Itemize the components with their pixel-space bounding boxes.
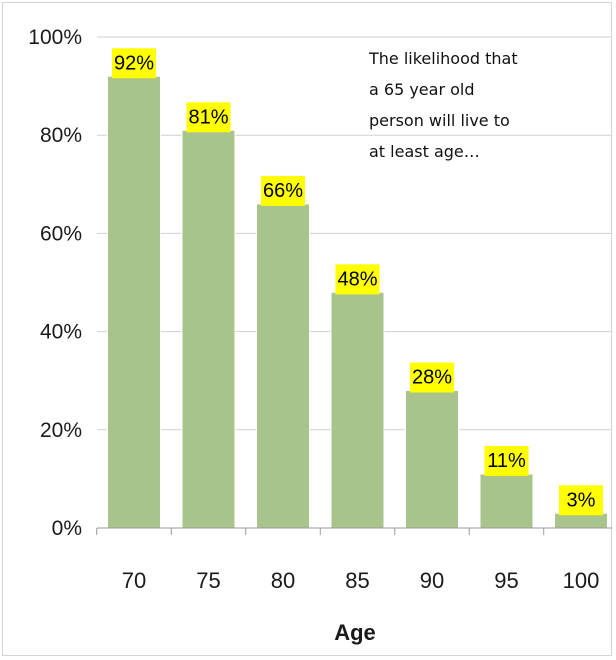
data-label: 92% [114, 52, 154, 74]
x-tick-label: 85 [345, 568, 369, 593]
y-tick-label: 20% [40, 419, 82, 442]
x-tick-label: 100 [563, 568, 600, 593]
bar [554, 512, 608, 529]
bar [479, 473, 534, 529]
data-label: 81% [188, 106, 228, 128]
data-label: 48% [337, 268, 377, 290]
data-label: 66% [263, 180, 303, 202]
annotation: The likelihood that a 65 year old person w… [368, 49, 518, 161]
x-tick-label: 75 [196, 568, 220, 593]
x-axis-label: Age [334, 620, 376, 645]
annotation-line: a 65 year old [369, 80, 475, 99]
x-tick-label: 70 [122, 568, 146, 593]
y-tick-label: 60% [40, 222, 82, 245]
data-label-background [112, 48, 156, 79]
y-tick-label: 80% [40, 124, 82, 147]
y-tick-label: 0% [52, 517, 82, 540]
x-tick-label: 90 [420, 568, 444, 593]
data-label-background [484, 445, 529, 476]
x-axis-ticks: 70 75 80 85 90 95 100 [96, 528, 600, 593]
y-tick-label: 100% [28, 26, 82, 49]
data-label: 11% [487, 450, 526, 472]
data-label-background [410, 362, 454, 393]
y-axis-ticks: 0% 20% 40% 60% 80% 100% [28, 26, 82, 540]
x-tick-label: 80 [271, 568, 295, 593]
bar [256, 203, 310, 529]
data-label-background [559, 485, 603, 516]
data-label: 28% [412, 367, 452, 389]
data-labels: 92% 81% 66% 48% 28% 11% 3% [112, 48, 603, 516]
y-tick-label: 40% [40, 321, 82, 344]
bar [181, 129, 236, 529]
data-label: 3% [567, 489, 596, 511]
annotation-line: at least age… [369, 142, 480, 161]
bar [107, 75, 161, 529]
data-label-background [261, 175, 305, 206]
annotation-line: The likelihood that [368, 49, 518, 68]
bars [107, 75, 608, 529]
annotation-line: person will live to [369, 111, 510, 130]
x-tick-label: 95 [494, 568, 518, 593]
data-label-background [335, 264, 380, 295]
bar [330, 291, 385, 529]
data-label-background [186, 102, 231, 133]
bar [405, 390, 459, 529]
